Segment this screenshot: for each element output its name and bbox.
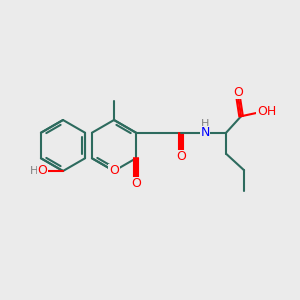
Text: O: O [131,177,141,190]
Text: N: N [200,126,210,139]
Text: H: H [201,119,209,129]
Text: O: O [233,86,243,99]
Text: OH: OH [257,105,276,118]
Text: O: O [109,164,119,178]
Text: H: H [30,166,39,176]
Text: O: O [38,164,47,178]
Text: O: O [176,150,186,163]
